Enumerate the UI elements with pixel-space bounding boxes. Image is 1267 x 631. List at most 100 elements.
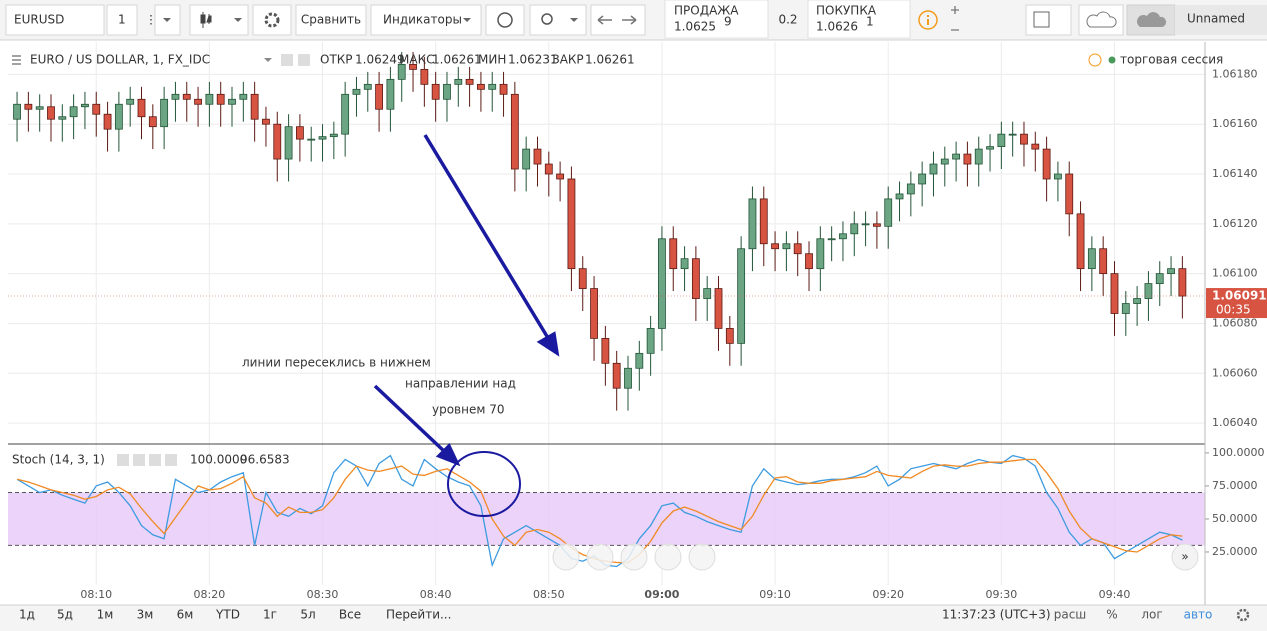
candle-body — [940, 158, 949, 165]
candle-body — [601, 337, 610, 364]
candle-body — [1099, 248, 1108, 275]
indicators: Индикаторы — [383, 13, 462, 27]
stoch-band — [8, 492, 1205, 546]
range-button[interactable]: Все — [339, 608, 361, 622]
candle-body — [35, 106, 44, 110]
candle-body — [567, 178, 576, 270]
range-button[interactable]: 5д — [57, 608, 73, 622]
candle-body — [578, 268, 587, 289]
candle-body — [205, 93, 214, 105]
candle-body — [1031, 143, 1040, 150]
x-tick-label: 09:30 — [986, 588, 1018, 601]
load[interactable] — [1078, 4, 1124, 36]
sell-price: 1.0625 — [674, 20, 716, 34]
sell-box[interactable] — [664, 0, 769, 39]
settings-gear[interactable] — [1236, 608, 1250, 622]
spread: 0.2 — [778, 13, 797, 27]
cloud-up-icon — [1136, 12, 1167, 27]
clock: 11:37:23 (UTC+3) — [942, 608, 1051, 622]
candle-body — [884, 198, 893, 227]
candle-body — [295, 126, 304, 140]
session-warning[interactable] — [1088, 53, 1102, 67]
candle-body — [680, 258, 689, 270]
candle-body — [262, 118, 270, 125]
info-icon[interactable] — [918, 10, 938, 30]
x-tick-label: 08:30 — [307, 588, 339, 601]
y-tick-label: 1.06040 — [1212, 416, 1258, 429]
scale-option[interactable]: авто — [1184, 608, 1213, 622]
candle-body — [341, 93, 350, 135]
range-button[interactable]: 3м — [137, 608, 154, 622]
range-button[interactable]: YTD — [215, 608, 240, 622]
range-button[interactable]: 1м — [97, 608, 114, 622]
symbol-box[interactable] — [5, 4, 105, 36]
caret — [570, 18, 578, 22]
candle-body — [420, 68, 429, 85]
interval: 1 — [118, 13, 126, 27]
candle-body — [1065, 173, 1074, 215]
goto-date[interactable]: Перейти... — [386, 608, 451, 622]
open-label: ОТКР — [320, 53, 353, 67]
candle-body — [646, 328, 655, 354]
candle-body — [510, 93, 519, 170]
layout-name-box[interactable] — [1175, 5, 1267, 35]
plus-minus[interactable] — [951, 6, 959, 31]
candle-body — [431, 83, 440, 100]
range-button[interactable]: 6м — [177, 608, 194, 622]
gear-icon — [264, 12, 280, 28]
candle-body — [397, 64, 406, 80]
y-tick-label: 75.0000 — [1212, 479, 1258, 492]
candle-body — [533, 148, 542, 165]
stoch-d-value: 96.6583 — [240, 453, 290, 467]
candle-body — [103, 113, 112, 130]
candle-body — [725, 328, 734, 344]
candle-body — [171, 93, 180, 100]
x-tick-label: 08:40 — [420, 588, 452, 601]
buy-box[interactable] — [807, 0, 911, 39]
scale-option[interactable]: лог — [1141, 608, 1162, 622]
candle-body — [465, 78, 474, 85]
indicators-button[interactable] — [370, 4, 482, 36]
candle-body — [1121, 303, 1130, 314]
alert[interactable] — [485, 4, 525, 36]
candle-body — [635, 352, 644, 369]
y-tick-label: 1.06060 — [1212, 366, 1258, 379]
scroll-glyph: » — [1181, 550, 1188, 564]
x-tick-label: 09:40 — [1099, 588, 1131, 601]
ideas[interactable] — [529, 4, 587, 36]
zoom-controls[interactable] — [552, 543, 716, 571]
buy-pip: 1 — [866, 15, 874, 29]
sell-pip: 9 — [724, 15, 732, 29]
range-button[interactable]: 1д — [19, 608, 35, 622]
high-label: МАКС — [399, 53, 434, 67]
candle-body — [92, 103, 101, 115]
y-tick-label: 1.06100 — [1212, 267, 1258, 280]
interval-box[interactable] — [106, 4, 138, 36]
settings[interactable] — [252, 4, 292, 36]
session: торговая сессия — [1120, 53, 1223, 67]
y-tick-label: 100.0000 — [1212, 446, 1265, 459]
candle-body — [1167, 268, 1175, 275]
menu-dots[interactable]: ⋮ — [145, 13, 157, 27]
x-tick-label: 09:10 — [759, 588, 791, 601]
candle-body — [216, 93, 225, 105]
stoch-icons[interactable] — [117, 454, 177, 466]
candle-body — [691, 258, 700, 299]
range-button[interactable]: 1г — [263, 608, 277, 622]
legend-icon[interactable] — [298, 54, 310, 66]
x-tick-label: 09:20 — [872, 588, 904, 601]
compare-button[interactable] — [295, 4, 367, 36]
buy-label: ПОКУПКА — [816, 4, 877, 18]
candle-body — [1008, 133, 1017, 136]
candle-body — [47, 106, 55, 120]
range-button[interactable]: 5л — [300, 608, 315, 622]
candle-body — [1087, 248, 1096, 270]
legend-menu[interactable] — [12, 55, 21, 65]
legend-icon[interactable] — [281, 54, 293, 66]
scale-option[interactable]: расш — [1054, 608, 1087, 622]
last-price: 1.06091 — [1212, 289, 1267, 303]
scale-option[interactable]: % — [1106, 608, 1117, 622]
scroll-right[interactable] — [1171, 543, 1199, 571]
candle-body — [13, 103, 21, 120]
